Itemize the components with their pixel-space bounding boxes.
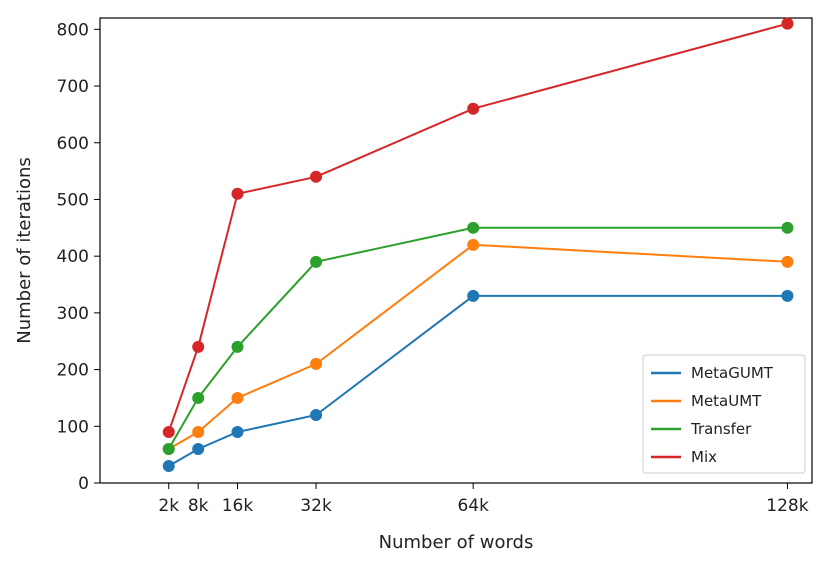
y-tick-label: 800 bbox=[57, 20, 89, 40]
y-tick-label: 300 bbox=[57, 304, 89, 324]
series-line-mix bbox=[167, 22, 788, 433]
legend-label-transfer: Transfer bbox=[690, 420, 752, 438]
data-point-transfer bbox=[231, 340, 244, 353]
x-tick-label: 32k bbox=[300, 496, 332, 516]
series-line-transfer bbox=[167, 226, 788, 450]
series-transfer bbox=[162, 221, 794, 455]
y-tick-label: 600 bbox=[57, 134, 89, 154]
x-tick-label: 64k bbox=[457, 496, 489, 516]
series-mix bbox=[162, 17, 794, 438]
data-point-metaumt bbox=[231, 391, 244, 404]
data-point-metagumt bbox=[192, 442, 205, 455]
data-point-mix bbox=[231, 187, 244, 200]
data-point-metagumt bbox=[310, 408, 323, 421]
y-tick-label: 700 bbox=[57, 77, 89, 97]
data-point-transfer bbox=[310, 255, 323, 268]
data-point-transfer bbox=[192, 391, 205, 404]
data-point-mix bbox=[781, 17, 794, 30]
legend-label-mix: Mix bbox=[691, 448, 717, 466]
x-axis: 2k 8k 16k 32k 64k 128k bbox=[158, 483, 809, 516]
data-point-transfer bbox=[162, 442, 175, 455]
legend: MetaGUMT MetaUMT Transfer Mix bbox=[642, 354, 806, 474]
data-point-metagumt bbox=[231, 425, 244, 438]
legend-box bbox=[642, 354, 806, 474]
y-tick-label: 500 bbox=[57, 190, 89, 210]
data-point-mix bbox=[192, 340, 205, 353]
y-axis: 0 100 200 300 400 500 600 700 800 bbox=[57, 20, 100, 494]
y-tick-label: 0 bbox=[78, 474, 89, 494]
data-point-mix bbox=[162, 425, 175, 438]
y-tick-label: 200 bbox=[57, 361, 89, 381]
x-tick-label: 16k bbox=[222, 496, 254, 516]
x-tick-label: 8k bbox=[188, 496, 209, 516]
legend-label-metaumt: MetaUMT bbox=[691, 392, 762, 410]
series-metagumt bbox=[162, 289, 794, 472]
data-point-metaumt bbox=[781, 255, 794, 268]
y-axis-title: Number of iterations bbox=[14, 157, 35, 344]
data-point-metagumt bbox=[162, 459, 175, 472]
x-tick-label: 2k bbox=[158, 496, 179, 516]
data-point-metaumt bbox=[192, 425, 205, 438]
plot-border bbox=[99, 17, 813, 484]
legend-label-metagumt: MetaGUMT bbox=[691, 364, 774, 382]
plot-frame bbox=[99, 17, 813, 484]
data-point-mix bbox=[467, 102, 480, 115]
data-point-metaumt bbox=[467, 238, 480, 251]
data-point-metaumt bbox=[310, 357, 323, 370]
data-point-mix bbox=[310, 170, 323, 183]
y-tick-label: 100 bbox=[57, 417, 89, 437]
x-tick-label: 128k bbox=[766, 496, 808, 516]
data-point-metagumt bbox=[467, 289, 480, 302]
series-layer bbox=[162, 17, 794, 472]
data-point-transfer bbox=[467, 221, 480, 234]
x-axis-title: Number of words bbox=[379, 532, 534, 553]
y-tick-label: 400 bbox=[57, 247, 89, 267]
data-point-metagumt bbox=[781, 289, 794, 302]
data-point-transfer bbox=[781, 221, 794, 234]
